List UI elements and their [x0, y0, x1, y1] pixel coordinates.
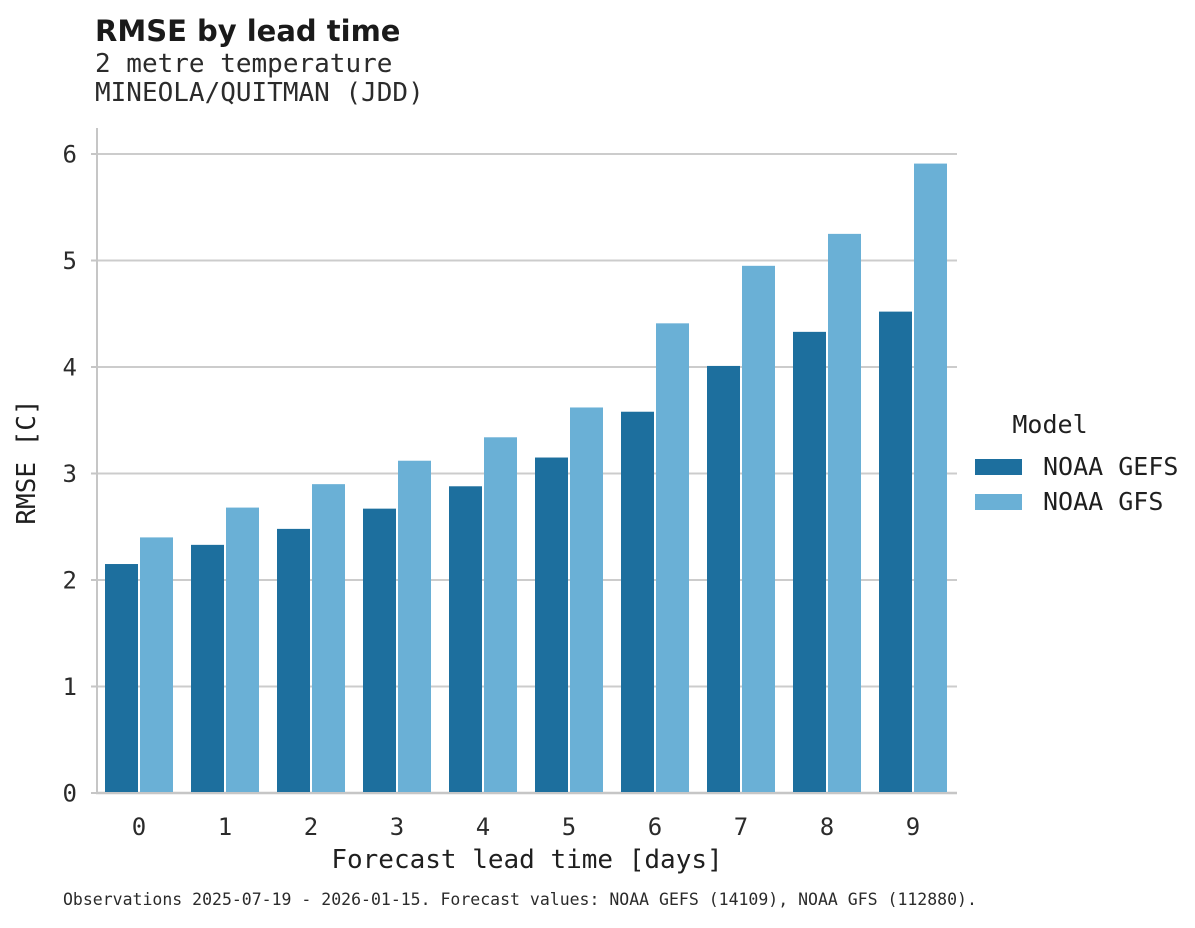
bar-noaa-gfs-lead-7: [742, 265, 775, 792]
x-tick-label: 8: [820, 813, 834, 841]
y-tick-label: 1: [63, 673, 77, 701]
bar-noaa-gefs-lead-5: [535, 457, 568, 792]
bar-noaa-gfs-lead-3: [398, 460, 431, 792]
legend-label: NOAA GEFS: [1043, 452, 1179, 481]
y-tick-label: 2: [63, 567, 77, 595]
bar-noaa-gfs-lead-4: [484, 437, 517, 792]
bar-noaa-gfs-lead-9: [914, 163, 947, 792]
x-tick-label: 9: [906, 813, 920, 841]
bar-noaa-gefs-lead-7: [707, 365, 740, 792]
bar-noaa-gfs-lead-5: [570, 407, 603, 792]
legend-item-noaa-gfs: NOAA GFS: [975, 484, 1190, 519]
bar-noaa-gefs-lead-2: [277, 528, 310, 792]
y-tick-label: 5: [63, 247, 77, 275]
chart-subtitle-station: MINEOLA/QUITMAN (JDD): [95, 78, 424, 108]
y-axis-title: RMSE [C]: [12, 399, 42, 525]
legend-item-noaa-gefs: NOAA GEFS: [975, 449, 1190, 484]
x-tick-label: 3: [390, 813, 404, 841]
legend-label: NOAA GFS: [1043, 487, 1164, 516]
bar-noaa-gefs-lead-8: [793, 331, 826, 792]
x-axis-title: Forecast lead time [days]: [331, 845, 723, 875]
legend-swatch-icon: [975, 458, 1022, 475]
bar-noaa-gfs-lead-6: [656, 323, 689, 792]
x-tick-label: 1: [218, 813, 232, 841]
legend-items: NOAA GEFS NOAA GFS: [975, 449, 1190, 519]
chart-title: RMSE by lead time: [95, 14, 401, 48]
x-tick-label: 0: [132, 813, 146, 841]
legend-title: Model: [1012, 410, 1088, 439]
bar-noaa-gefs-lead-3: [363, 508, 396, 792]
y-tick-label: 4: [63, 354, 77, 382]
bar-noaa-gfs-lead-1: [226, 507, 259, 792]
chart-subtitle-variable: 2 metre temperature: [95, 49, 393, 79]
bar-noaa-gfs-lead-2: [312, 484, 345, 792]
bar-noaa-gefs-lead-0: [105, 564, 138, 792]
y-tick-label: 0: [63, 780, 77, 808]
bar-noaa-gfs-lead-0: [140, 537, 173, 792]
bar-noaa-gefs-lead-4: [449, 486, 482, 792]
legend: Model NOAA GEFS NOAA GFS: [975, 410, 1190, 519]
footer-caption: Observations 2025-07-19 - 2026-01-15. Fo…: [63, 890, 977, 909]
x-tick-label: 6: [648, 813, 662, 841]
bar-noaa-gefs-lead-9: [879, 311, 912, 792]
x-tick-label: 2: [304, 813, 318, 841]
x-tick-label: 4: [476, 813, 490, 841]
bar-noaa-gfs-lead-8: [828, 233, 861, 792]
x-tick-label: 7: [734, 813, 748, 841]
y-tick-label: 6: [63, 141, 77, 169]
bar-noaa-gefs-lead-6: [621, 411, 654, 792]
y-tick-label: 3: [63, 460, 77, 488]
x-tick-label: 5: [562, 813, 576, 841]
legend-swatch-icon: [975, 493, 1022, 510]
bar-noaa-gefs-lead-1: [191, 544, 224, 792]
